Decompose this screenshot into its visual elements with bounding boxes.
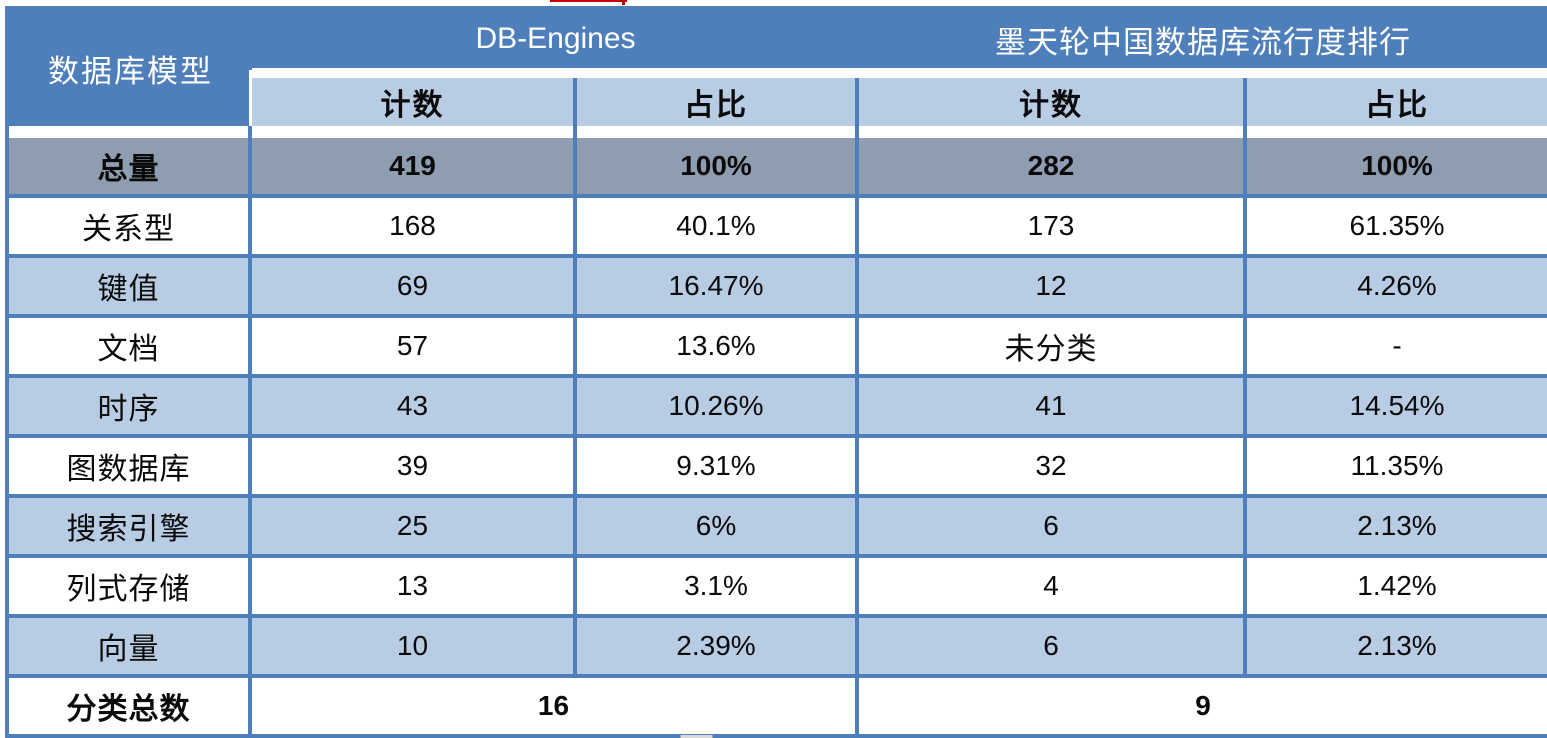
cell-label: 时序	[9, 374, 252, 434]
cell-label: 总量	[9, 138, 252, 194]
body-separator	[859, 126, 1247, 138]
database-comparison-table: 数据库模型 DB-Engines 墨天轮中国数据库流行度排行 计数 占比 计数 …	[5, 6, 1547, 738]
cell-label: 列式存储	[9, 554, 252, 614]
footer-db-category-total: 16	[252, 674, 859, 734]
header-separator	[252, 68, 1547, 78]
cell-db-count: 57	[252, 314, 577, 374]
cell-mt-count: 41	[859, 374, 1247, 434]
body-separator	[9, 126, 252, 138]
cell-label: 搜索引擎	[9, 494, 252, 554]
cell-db-count: 168	[252, 194, 577, 254]
cell-mt-share: -	[1247, 314, 1547, 374]
cell-label: 关系型	[9, 194, 252, 254]
cell-mt-count: 12	[859, 254, 1247, 314]
cell-mt-share: 100%	[1247, 138, 1547, 194]
cell-db-share: 16.47%	[577, 254, 859, 314]
cell-db-share: 10.26%	[577, 374, 859, 434]
header-model-column: 数据库模型	[9, 10, 252, 126]
cell-db-count: 43	[252, 374, 577, 434]
cell-mt-count: 282	[859, 138, 1247, 194]
scrollbar-artifact	[680, 735, 713, 738]
subheader-mt-share: 占比	[1247, 78, 1547, 126]
cell-mt-share: 2.13%	[1247, 494, 1547, 554]
cell-label: 键值	[9, 254, 252, 314]
cell-mt-share: 11.35%	[1247, 434, 1547, 494]
header-group-db-engines: DB-Engines	[252, 10, 859, 68]
cell-db-count: 13	[252, 554, 577, 614]
subheader-db-count: 计数	[252, 78, 577, 126]
cell-db-count: 419	[252, 138, 577, 194]
subheader-db-share: 占比	[577, 78, 859, 126]
cell-db-share: 100%	[577, 138, 859, 194]
cell-mt-share: 61.35%	[1247, 194, 1547, 254]
body-separator	[252, 126, 577, 138]
cell-db-count: 39	[252, 434, 577, 494]
cell-mt-count: 6	[859, 494, 1247, 554]
cell-db-share: 13.6%	[577, 314, 859, 374]
subheader-mt-count: 计数	[859, 78, 1247, 126]
cell-label: 向量	[9, 614, 252, 674]
cell-mt-count: 32	[859, 434, 1247, 494]
cell-db-count: 25	[252, 494, 577, 554]
cell-label: 图数据库	[9, 434, 252, 494]
cell-mt-count: 173	[859, 194, 1247, 254]
footer-mt-category-total: 9	[859, 674, 1547, 734]
body-separator	[577, 126, 859, 138]
cell-db-share: 6%	[577, 494, 859, 554]
cell-db-share: 40.1%	[577, 194, 859, 254]
cell-db-share: 9.31%	[577, 434, 859, 494]
cell-label: 文档	[9, 314, 252, 374]
cell-mt-count: 未分类	[859, 314, 1247, 374]
cell-mt-count: 6	[859, 614, 1247, 674]
cell-db-count: 69	[252, 254, 577, 314]
footer-label: 分类总数	[9, 674, 252, 734]
cell-mt-share: 2.13%	[1247, 614, 1547, 674]
cell-db-share: 3.1%	[577, 554, 859, 614]
cell-mt-share: 4.26%	[1247, 254, 1547, 314]
cell-mt-share: 14.54%	[1247, 374, 1547, 434]
cell-db-count: 10	[252, 614, 577, 674]
cell-mt-share: 1.42%	[1247, 554, 1547, 614]
body-separator	[1247, 126, 1547, 138]
cell-db-share: 2.39%	[577, 614, 859, 674]
cell-mt-count: 4	[859, 554, 1247, 614]
red-annotation-artifact	[550, 0, 627, 5]
header-group-motianlun: 墨天轮中国数据库流行度排行	[859, 10, 1547, 68]
